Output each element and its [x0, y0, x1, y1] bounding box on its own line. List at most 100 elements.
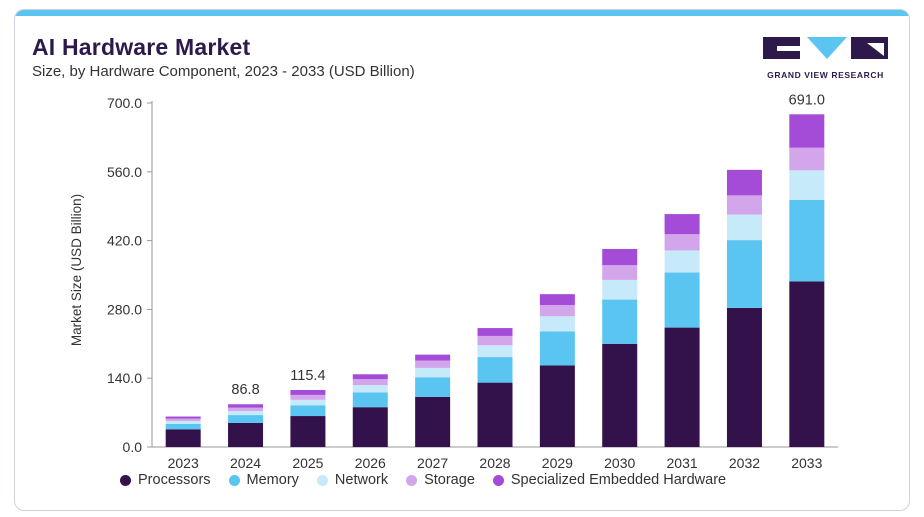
data-label: 86.8 [231, 382, 259, 398]
x-tick-label: 2027 [417, 455, 448, 471]
bar-segment-network [477, 345, 513, 358]
bar-segment-network [602, 279, 638, 300]
legend-swatch [492, 474, 504, 486]
chart-subtitle: Size, by Hardware Component, 2023 - 2033… [32, 63, 415, 80]
bar-segment-network [228, 411, 264, 416]
bar-segment-processors [602, 343, 638, 447]
bar-segment-specialized-embedded-hardware [477, 328, 513, 336]
bar-segment-processors [290, 416, 326, 447]
chart-axes: 0.0 140.0 280.0 420.0 560.0 700.0 Market Size … [69, 95, 838, 455]
bar-segment-memory [726, 240, 762, 308]
x-tick-label: 2024 [230, 455, 261, 471]
x-tick-label: 2026 [355, 455, 386, 471]
bar-segment-processors [539, 365, 575, 447]
y-axis-label: Market Size (USD Billion) [69, 194, 84, 346]
y-tick-label: 280.0 [107, 301, 142, 317]
bar-segment-network [290, 399, 326, 406]
chart-title: AI Hardware Market [32, 34, 251, 60]
bar-segment-storage [415, 360, 451, 368]
bar-segment-memory [789, 199, 825, 282]
bar-segment-storage [290, 394, 326, 400]
chart-legend: Processors Memory Network Storage Specialize… [120, 472, 744, 488]
bar-segment-storage [726, 195, 762, 215]
bar-segment-specialized-embedded-hardware [352, 374, 388, 380]
legend-item: Specialized Embedded Hardware [492, 472, 727, 488]
bar-segment-network [415, 367, 451, 378]
x-tick-label: 2032 [729, 455, 760, 471]
y-tick-label: 560.0 [107, 164, 142, 180]
legend-label: Specialized Embedded Hardware [510, 472, 727, 488]
x-tick-label: 2029 [542, 455, 573, 471]
data-label: 115.4 [290, 368, 325, 384]
bar-segment-network [789, 170, 825, 200]
y-tick-label: 700.0 [107, 95, 142, 111]
bar-segment-specialized-embedded-hardware [290, 389, 326, 395]
bar-segment-memory [539, 331, 575, 366]
legend-item: Storage [406, 472, 475, 488]
bar-segment-processors [789, 281, 825, 447]
logo-mark-icon [763, 37, 888, 59]
grand-view-research-logo: GRAND VIEW RESEARCH [763, 34, 888, 80]
bar-segment-processors [477, 382, 513, 447]
bar-segment-memory [415, 377, 451, 397]
legend-label: Storage [424, 472, 475, 488]
bar-segment-specialized-embedded-hardware [539, 294, 575, 305]
data-label: 691.0 [789, 92, 825, 108]
bar-segment-specialized-embedded-hardware [228, 404, 264, 408]
y-tick-label: 140.0 [107, 370, 142, 386]
bar-segment-storage [352, 379, 388, 386]
bar-segment-memory [290, 405, 326, 417]
legend-item: Processors [120, 472, 211, 488]
accent-bar [15, 10, 909, 16]
bar-segment-storage [477, 335, 513, 346]
logo-text: GRAND VIEW RESEARCH [767, 70, 884, 80]
x-tick-label: 2025 [292, 455, 323, 471]
legend-label: Processors [138, 472, 211, 488]
y-tick-label: 0.0 [123, 439, 143, 455]
bar-segment-storage [539, 304, 575, 317]
bar-segment-processors [228, 422, 264, 447]
x-tick-label: 2030 [604, 455, 635, 471]
legend-label: Network [334, 472, 389, 488]
bar-segment-processors [415, 396, 451, 447]
bar-segment-specialized-embedded-hardware [415, 354, 451, 361]
bar-segment-memory [477, 357, 513, 383]
bar-segment-storage [602, 265, 638, 280]
chart-labels: 2023 2024 86.8 2025 115.4 2026 2027 2028 2029 203… [168, 92, 825, 471]
x-tick-label: 2033 [791, 455, 822, 471]
bar-segment-processors [664, 327, 700, 447]
bar-segment-storage [789, 147, 825, 171]
bar-segment-specialized-embedded-hardware [726, 169, 762, 196]
legend-item: Network [316, 472, 389, 488]
bar-segment-storage [228, 407, 264, 412]
x-tick-label: 2023 [168, 455, 199, 471]
legend-swatch [228, 474, 240, 486]
y-tick-label: 420.0 [107, 233, 142, 249]
bar-segment-storage [664, 234, 700, 251]
x-tick-label: 2028 [479, 455, 510, 471]
legend-swatch [316, 474, 328, 486]
x-tick-label: 2031 [667, 455, 698, 471]
bar-segment-storage [165, 418, 201, 421]
chart-bars [165, 114, 825, 447]
bar-segment-memory [352, 392, 388, 408]
bar-segment-specialized-embedded-hardware [165, 416, 201, 419]
bar-segment-memory [228, 415, 264, 423]
bar-segment-specialized-embedded-hardware [664, 214, 700, 235]
bar-segment-processors [165, 429, 201, 447]
bar-segment-processors [726, 307, 762, 447]
bar-segment-network [664, 250, 700, 273]
bar-segment-memory [165, 423, 201, 430]
bar-segment-processors [352, 407, 388, 447]
bar-segment-network [539, 316, 575, 332]
bar-segment-network [352, 385, 388, 393]
bar-segment-network [165, 420, 201, 424]
bar-segment-specialized-embedded-hardware [602, 248, 638, 266]
legend-swatch [120, 474, 131, 486]
bar-segment-memory [602, 299, 638, 344]
legend-label: Memory [246, 472, 299, 488]
legend-swatch [406, 474, 418, 486]
bar-segment-specialized-embedded-hardware [789, 114, 825, 148]
bar-segment-network [726, 214, 762, 241]
